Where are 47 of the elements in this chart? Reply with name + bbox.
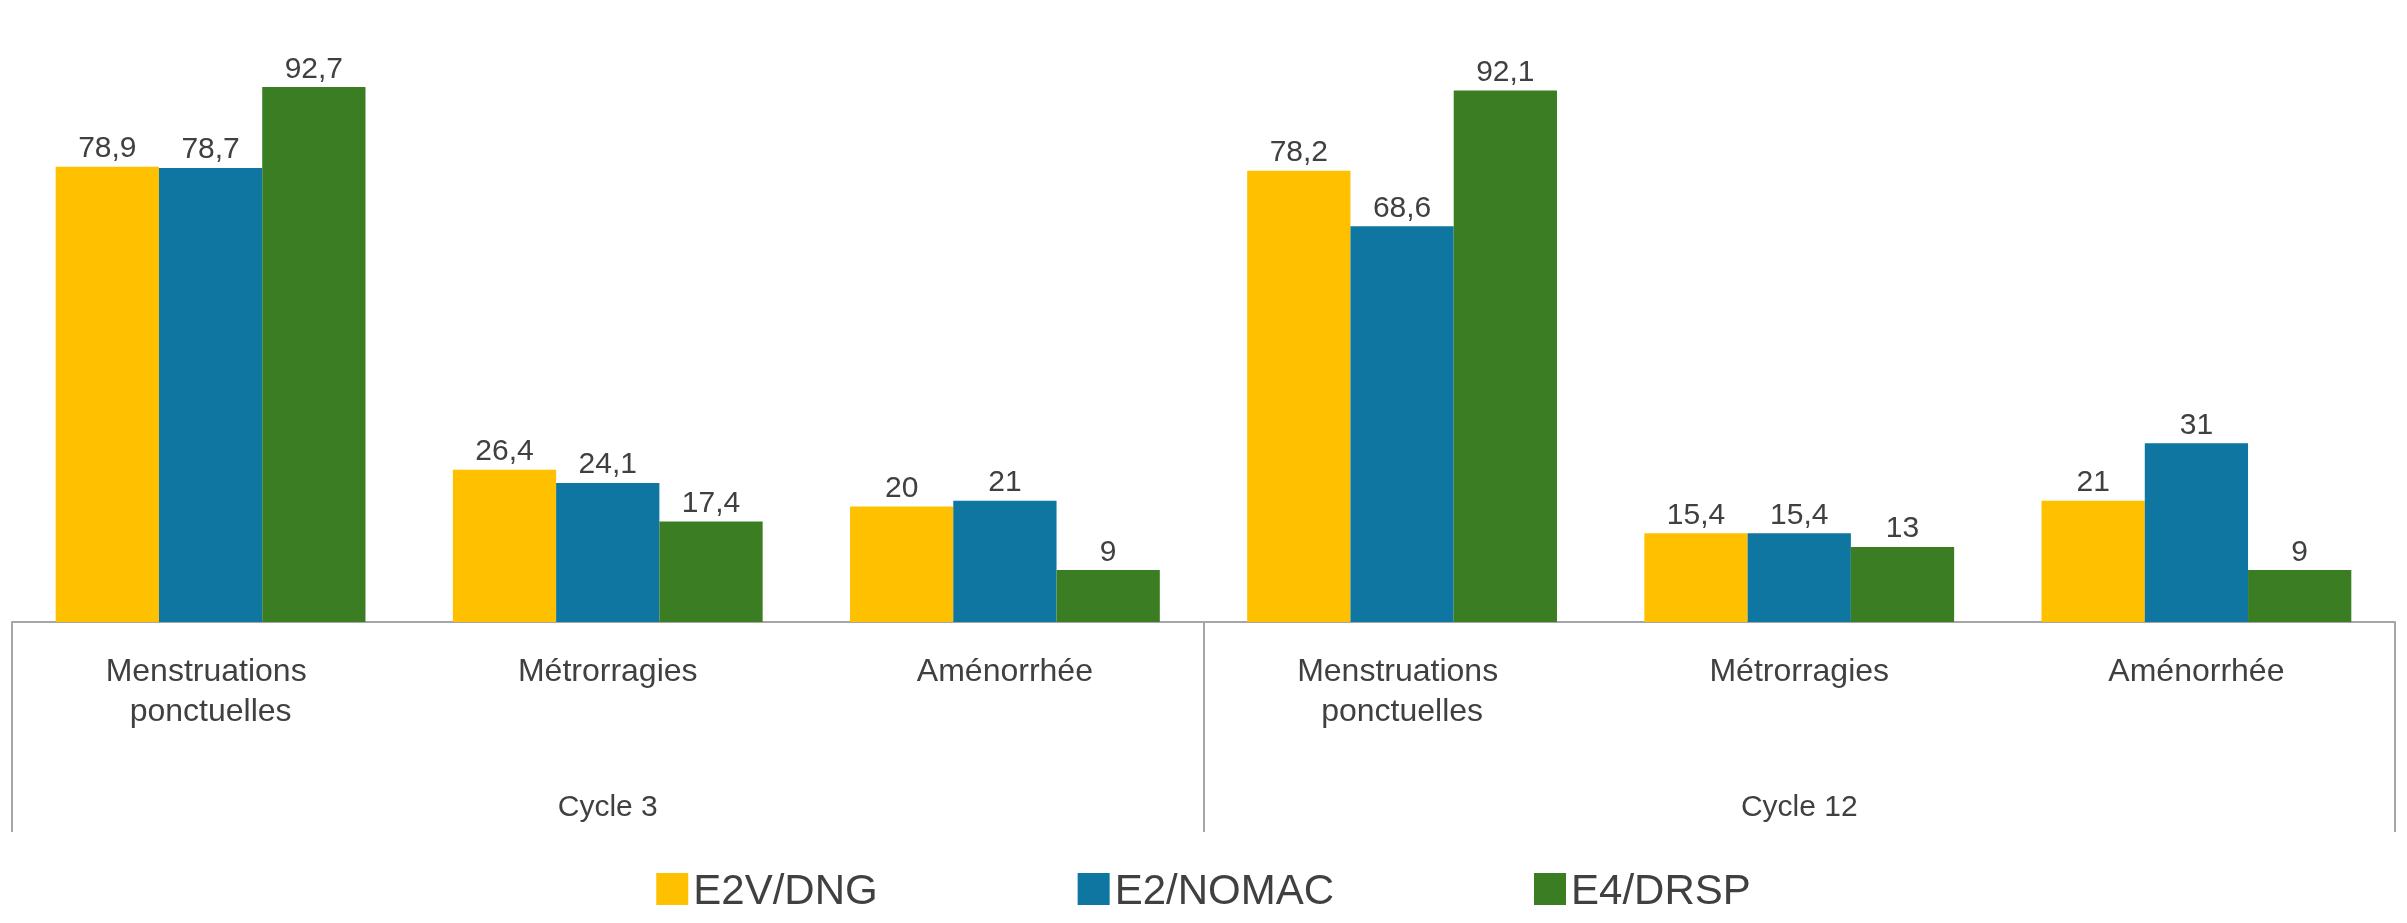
bar (556, 482, 660, 622)
bar (953, 500, 1057, 622)
data-label: 20 (884, 470, 919, 504)
bar (659, 521, 763, 622)
bar (1747, 533, 1851, 622)
bar (2041, 500, 2145, 622)
data-label: 21 (988, 464, 1022, 498)
data-label: 15,4 (1666, 496, 1726, 530)
bar (2248, 570, 2352, 622)
legend-label: E2/NOMAC (1114, 865, 1335, 913)
x-tick-label: Métrorragies (517, 652, 698, 688)
bar (1453, 90, 1557, 622)
data-label: 78,7 (181, 131, 240, 165)
legend-label: E2V/DNG (693, 865, 878, 913)
bar (1850, 546, 1955, 622)
data-label: 15,4 (1770, 496, 1829, 530)
data-label: 21 (2076, 464, 2110, 498)
bar (2144, 443, 2249, 622)
x-tick-label: Métrorragies (1709, 652, 1890, 688)
bar (850, 506, 954, 622)
text: Cycle 3 (557, 788, 658, 822)
text: Cycle 12 (1740, 788, 1858, 822)
bar (158, 167, 263, 622)
x-tick-label: Aménorrhée (916, 652, 1093, 688)
bar (55, 166, 159, 622)
data-label: 78,2 (1269, 134, 1329, 168)
legend-label: E4/DRSP (1571, 865, 1751, 913)
bar (1247, 170, 1351, 622)
x-tick-label: Menstruations ponctuelles (105, 652, 316, 728)
data-label: 92,1 (1476, 54, 1535, 88)
bar (1644, 533, 1748, 622)
data-label: 24,1 (578, 446, 637, 480)
data-label: 31 (2179, 406, 2214, 440)
data-label: 78,9 (78, 130, 137, 164)
data-label: 68,6 (1372, 189, 1432, 223)
data-label: 9 (1099, 533, 1117, 567)
data-label: 26,4 (475, 433, 534, 467)
data-label: 17,4 (681, 485, 741, 519)
x-tick-label: Aménorrhée (2108, 652, 2285, 688)
x-tick-label: Menstruations ponctuelles (1297, 652, 1508, 728)
bar (1350, 226, 1454, 622)
bar (262, 87, 366, 622)
data-label: 92,7 (284, 50, 344, 84)
data-label: 9 (2291, 533, 2309, 567)
data-label: 13 (1885, 510, 1920, 544)
bar (1056, 570, 1160, 622)
bar (452, 469, 557, 622)
